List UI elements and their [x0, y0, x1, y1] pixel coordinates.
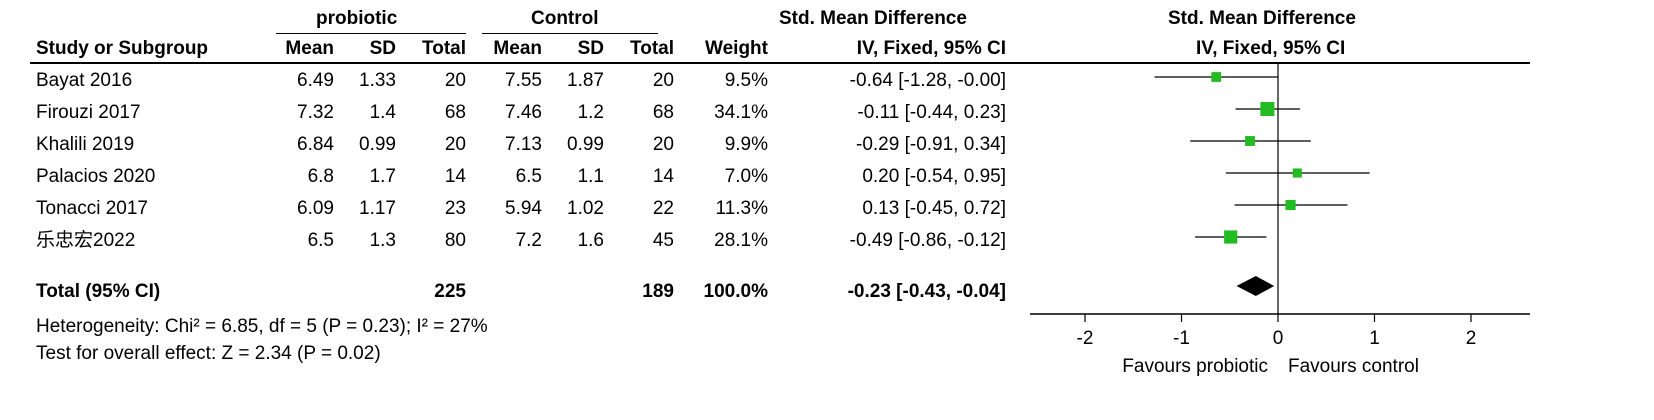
col-total1: Total — [422, 38, 466, 59]
control-mean: 7.46 — [505, 102, 542, 123]
control-sd: 1.87 — [567, 70, 604, 91]
header-separator — [30, 62, 1530, 64]
study-name: Firouzi 2017 — [36, 102, 141, 123]
control-sd: 1.6 — [577, 230, 604, 251]
heterogeneity-text: Heterogeneity: Chi² = 6.85, df = 5 (P = … — [36, 316, 488, 337]
favours-right-label: Favours control — [1288, 356, 1419, 377]
x-tick-label: -2 — [1077, 328, 1094, 349]
control-mean: 5.94 — [505, 198, 542, 219]
control-sd: 1.02 — [567, 198, 604, 219]
probiotic-sd: 0.99 — [359, 134, 396, 155]
control-mean: 6.5 — [515, 166, 542, 187]
study-marker — [1245, 136, 1255, 146]
probiotic-mean: 7.32 — [297, 102, 334, 123]
probiotic-total: 20 — [444, 134, 466, 155]
col-sd1: SD — [369, 38, 396, 59]
study-name: Tonacci 2017 — [36, 198, 148, 219]
study-marker — [1224, 230, 1238, 244]
probiotic-mean: 6.09 — [297, 198, 334, 219]
total-ci: -0.23 [-0.43, -0.04] — [847, 281, 1006, 302]
probiotic-mean: 6.49 — [297, 70, 334, 91]
group2-underline — [482, 33, 658, 34]
header-probiotic: probiotic — [316, 8, 398, 29]
probiotic-sd: 1.17 — [359, 198, 396, 219]
study-weight: 34.1% — [714, 102, 768, 123]
control-mean: 7.55 — [505, 70, 542, 91]
control-total: 14 — [652, 166, 674, 187]
probiotic-total: 20 — [444, 70, 466, 91]
x-tick-label: 2 — [1466, 328, 1477, 349]
study-ci: 0.20 [-0.54, 0.95] — [862, 166, 1006, 187]
study-name: Khalili 2019 — [36, 134, 135, 155]
probiotic-sd: 1.3 — [369, 230, 396, 251]
study-ci: 0.13 [-0.45, 0.72] — [862, 198, 1006, 219]
study-name: Palacios 2020 — [36, 166, 156, 187]
header-control: Control — [531, 8, 599, 29]
probiotic-sd: 1.4 — [369, 102, 396, 123]
probiotic-total: 23 — [444, 198, 466, 219]
study-marker — [1211, 72, 1222, 82]
x-tick-label: 0 — [1273, 328, 1284, 349]
control-total: 45 — [652, 230, 674, 251]
plot-method: IV, Fixed, 95% CI — [1196, 38, 1346, 59]
study-weight: 7.0% — [724, 166, 768, 187]
control-mean: 7.2 — [515, 230, 542, 251]
col-study: Study or Subgroup — [36, 38, 209, 59]
header-effect: Std. Mean Difference — [779, 8, 967, 29]
control-sd: 0.99 — [567, 134, 604, 155]
study-marker — [1292, 168, 1302, 178]
control-total: 68 — [652, 102, 674, 123]
control-sd: 1.1 — [577, 166, 604, 187]
overall-effect-text: Test for overall effect: Z = 2.34 (P = 0… — [36, 343, 381, 364]
col-total2: Total — [630, 38, 674, 59]
study-ci: -0.64 [-1.28, -0.00] — [849, 70, 1006, 91]
study-weight: 11.3% — [715, 198, 768, 219]
plot-title: Std. Mean Difference — [1168, 8, 1356, 29]
control-sd: 1.2 — [577, 102, 604, 123]
probiotic-total: 14 — [444, 166, 466, 187]
col-mean1: Mean — [285, 38, 334, 59]
probiotic-mean: 6.8 — [307, 166, 334, 187]
study-marker — [1260, 102, 1275, 116]
total-n2: 189 — [642, 281, 674, 302]
study-weight: 9.5% — [724, 70, 768, 91]
total-weight: 100.0% — [703, 281, 768, 302]
control-total: 20 — [652, 70, 674, 91]
study-weight: 28.1% — [714, 230, 768, 251]
probiotic-mean: 6.84 — [297, 134, 334, 155]
study-marker — [1285, 199, 1296, 211]
col-weight: Weight — [705, 38, 768, 59]
probiotic-total: 80 — [444, 230, 466, 251]
study-ci: -0.49 [-0.86, -0.12] — [849, 230, 1006, 251]
control-mean: 7.13 — [505, 134, 542, 155]
col-sd2: SD — [577, 38, 604, 59]
col-mean2: Mean — [493, 38, 542, 59]
probiotic-sd: 1.33 — [359, 70, 396, 91]
x-tick-label: -1 — [1173, 328, 1190, 349]
total-label: Total (95% CI) — [36, 281, 161, 302]
study-ci: -0.29 [-0.91, 0.34] — [856, 134, 1006, 155]
group1-underline — [276, 33, 466, 34]
x-tick-label: 1 — [1369, 328, 1380, 349]
study-weight: 9.9% — [724, 134, 768, 155]
probiotic-mean: 6.5 — [307, 230, 334, 251]
favours-left-label: Favours probiotic — [1122, 356, 1268, 377]
study-name: Bayat 2016 — [36, 70, 133, 91]
col-method: IV, Fixed, 95% CI — [856, 38, 1006, 59]
probiotic-sd: 1.7 — [369, 166, 396, 187]
study-name: 乐忠宏2022 — [36, 230, 136, 251]
summary-diamond — [1236, 276, 1275, 296]
control-total: 20 — [652, 134, 674, 155]
total-n1: 225 — [434, 281, 466, 302]
control-total: 22 — [652, 198, 674, 219]
probiotic-total: 68 — [444, 102, 466, 123]
study-ci: -0.11 [-0.44, 0.23] — [857, 102, 1006, 123]
